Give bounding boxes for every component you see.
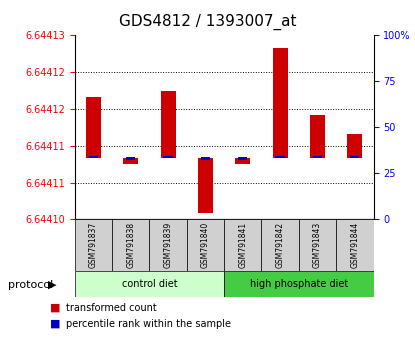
Text: GSM791844: GSM791844 xyxy=(350,222,359,268)
Text: GSM791841: GSM791841 xyxy=(238,222,247,268)
Bar xyxy=(313,155,322,158)
Text: ■: ■ xyxy=(50,303,60,313)
FancyBboxPatch shape xyxy=(261,219,299,271)
Text: percentile rank within the sample: percentile rank within the sample xyxy=(66,319,232,329)
FancyBboxPatch shape xyxy=(75,219,112,271)
FancyBboxPatch shape xyxy=(187,219,224,271)
Bar xyxy=(350,155,359,158)
Bar xyxy=(123,158,138,164)
Bar xyxy=(235,158,250,164)
Bar xyxy=(310,115,325,158)
FancyBboxPatch shape xyxy=(336,219,374,271)
Bar xyxy=(276,155,285,158)
Bar xyxy=(238,157,247,160)
Text: GSM791840: GSM791840 xyxy=(201,222,210,268)
Text: control diet: control diet xyxy=(122,279,177,289)
Text: GSM791838: GSM791838 xyxy=(126,222,135,268)
FancyBboxPatch shape xyxy=(149,219,187,271)
FancyBboxPatch shape xyxy=(224,271,374,297)
Text: GSM791843: GSM791843 xyxy=(313,222,322,268)
Text: ■: ■ xyxy=(50,319,60,329)
Bar xyxy=(273,48,288,158)
Text: transformed count: transformed count xyxy=(66,303,157,313)
FancyBboxPatch shape xyxy=(224,219,261,271)
Bar xyxy=(347,133,362,158)
Text: high phosphate diet: high phosphate diet xyxy=(250,279,348,289)
Bar xyxy=(201,157,210,160)
FancyBboxPatch shape xyxy=(75,271,224,297)
Bar xyxy=(198,158,213,213)
Text: ▶: ▶ xyxy=(48,280,56,290)
Bar xyxy=(126,157,135,160)
Bar xyxy=(86,97,101,158)
Bar xyxy=(161,91,176,158)
Text: GSM791839: GSM791839 xyxy=(164,222,173,268)
FancyBboxPatch shape xyxy=(299,219,336,271)
Text: GDS4812 / 1393007_at: GDS4812 / 1393007_at xyxy=(119,14,296,30)
FancyBboxPatch shape xyxy=(112,219,149,271)
Text: protocol: protocol xyxy=(8,280,54,290)
Bar xyxy=(164,155,173,158)
Text: GSM791842: GSM791842 xyxy=(276,222,285,268)
Bar xyxy=(89,155,98,158)
Text: GSM791837: GSM791837 xyxy=(89,222,98,268)
